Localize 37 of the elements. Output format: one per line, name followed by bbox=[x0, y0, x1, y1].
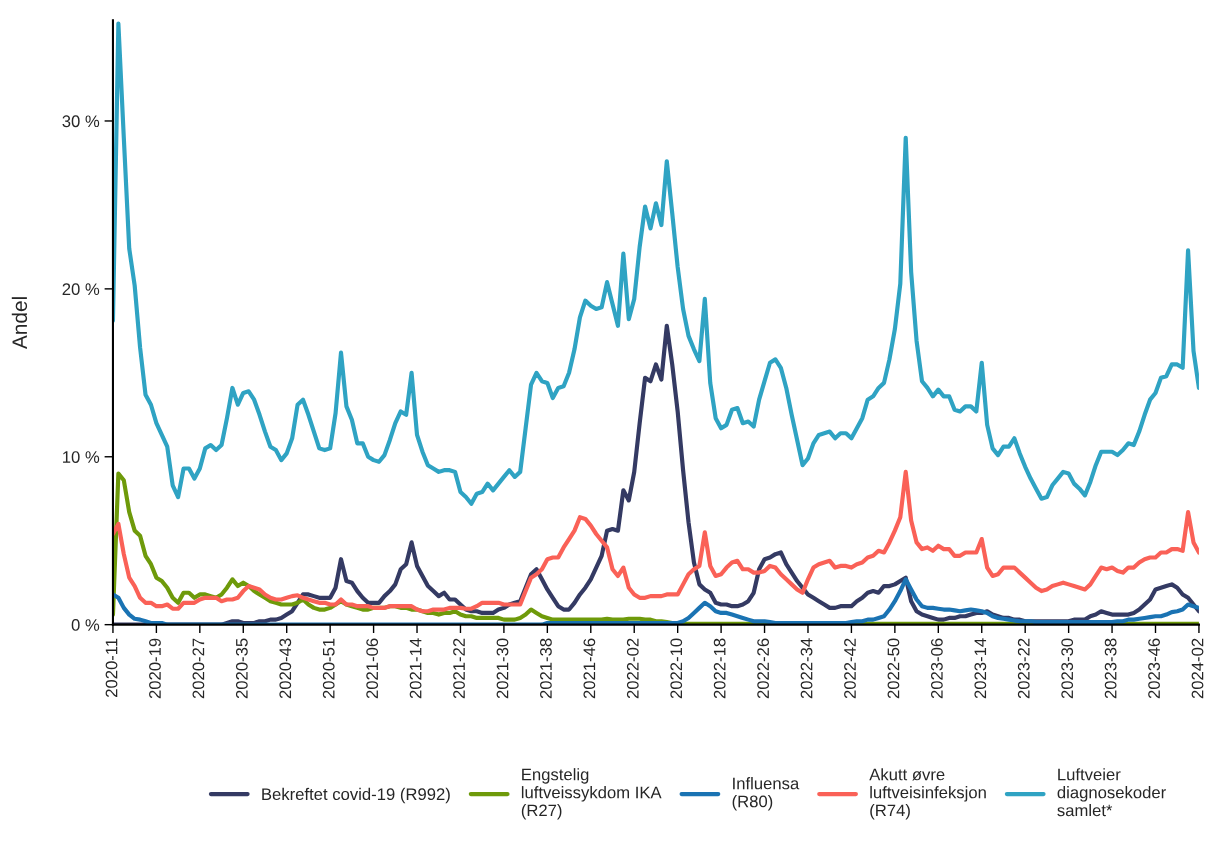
x-tick-label: 2023-06 bbox=[930, 638, 943, 699]
x-tick-label: 2020-43 bbox=[279, 638, 292, 699]
y-axis-title: Andel bbox=[11, 297, 28, 350]
x-tick-label: 2022-02 bbox=[626, 638, 639, 699]
y-tick-label: 0 % bbox=[71, 619, 100, 631]
x-tick-label: 2021-38 bbox=[540, 638, 552, 699]
x-tick-label: 2022-26 bbox=[757, 638, 770, 699]
x-tick-label: 2022-10 bbox=[670, 638, 683, 699]
x-tick-label: 2021-46 bbox=[583, 638, 596, 699]
x-tick-label: 2020-51 bbox=[322, 638, 335, 699]
x-tick-label: 2021-30 bbox=[496, 638, 509, 699]
x-tick-label: 2023-38 bbox=[1104, 638, 1117, 699]
x-tick-label: 2023-14 bbox=[974, 638, 987, 699]
x-tick-label: 2022-50 bbox=[887, 638, 900, 699]
legend-label: Influensa (R80) bbox=[732, 777, 800, 811]
x-tick-label: 2020-27 bbox=[192, 638, 205, 699]
y-tick-label: 20 % bbox=[62, 283, 100, 296]
x-tick-label: 2021-14 bbox=[409, 638, 422, 699]
legend-label: Engstelig luftveissykdom IKA (R27) bbox=[521, 768, 662, 820]
legend-label: Luftveier diagnosekoder samlet* bbox=[1057, 768, 1166, 817]
x-tick-label: 2022-42 bbox=[844, 638, 856, 699]
line-series bbox=[112, 21, 1199, 506]
x-tick-label: 2023-46 bbox=[1148, 638, 1160, 699]
legend-label: Bekreftet covid-19 (R992) bbox=[262, 787, 450, 804]
x-tick-label: 2020-19 bbox=[149, 638, 161, 699]
y-tick-label: 30 % bbox=[62, 115, 100, 128]
x-tick-label: 2021-06 bbox=[366, 638, 379, 699]
x-tick-label: 2020-35 bbox=[235, 638, 248, 699]
x-tick-label: 2023-30 bbox=[1061, 638, 1074, 699]
x-tick-label: 2022-18 bbox=[713, 638, 726, 699]
x-tick-label: 2021-22 bbox=[453, 638, 465, 699]
x-tick-label: 2022-34 bbox=[800, 638, 813, 699]
x-tick-label: 2020-11 bbox=[105, 638, 118, 697]
legend-label: Akutt øvre luftveisinfeksjon (R74) bbox=[869, 768, 986, 820]
y-tick-label: 10 % bbox=[63, 451, 100, 463]
x-tick-label: 2023-22 bbox=[1017, 638, 1030, 699]
x-tick-label: 2024-02 bbox=[1191, 638, 1204, 699]
